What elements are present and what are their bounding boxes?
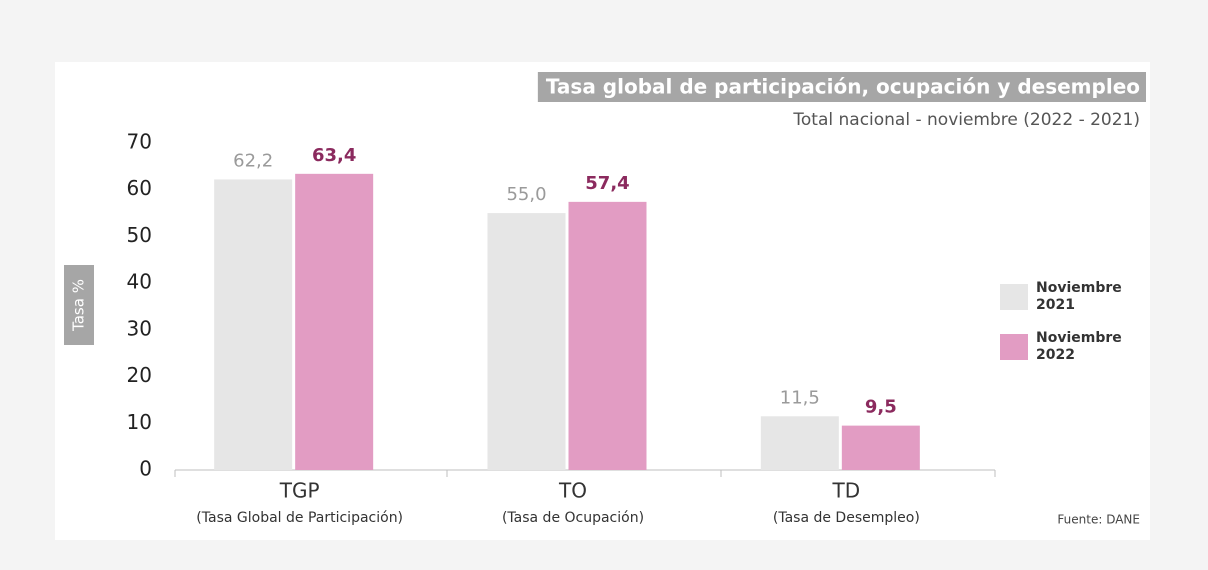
chart-title: Tasa global de participación, ocupación … [546,75,1140,99]
y-tick-label: 60 [127,176,152,200]
bar [214,179,293,471]
bar [295,173,374,470]
y-tick-label: 70 [127,130,152,154]
legend-item: Noviembre 2021 [1000,280,1150,314]
bar [841,425,920,470]
legend-label: Noviembre 2022 [1036,330,1122,363]
x-tick-description: (Tasa Global de Participación) [196,510,403,526]
y-tick-label: 20 [127,363,152,387]
legend-swatch [1000,334,1028,360]
legend-swatch [1000,284,1028,310]
legend-item: Noviembre 2022 [1000,330,1150,364]
value-label: 62,2 [233,150,273,171]
y-tick-label: 40 [127,270,152,294]
y-tick-label: 50 [127,223,152,247]
y-label-background [64,265,94,345]
value-label: 9,5 [865,397,897,418]
x-tick-description: (Tasa de Ocupación) [502,510,644,526]
value-label: 55,0 [506,184,546,205]
y-tick-label: 0 [139,457,152,481]
chart-subtitle: Total nacional - noviembre (2022 - 2021) [792,110,1140,130]
x-tick-label: TD [832,479,861,503]
bar [568,201,647,471]
x-tick-label: TGP [279,479,320,503]
value-label: 63,4 [312,145,356,166]
bar [760,416,839,470]
y-tick-label: 30 [127,316,152,340]
bar [487,213,566,471]
value-label: 11,5 [780,387,820,408]
title-background [537,72,1146,102]
value-label: 57,4 [585,173,629,194]
x-tick-description: (Tasa de Desempleo) [773,510,920,526]
y-axis-label: Tasa % [70,279,88,332]
y-tick-label: 10 [127,410,152,434]
x-tick-label: TO [558,479,587,503]
source: Fuente: DANE [1057,513,1140,527]
legend-label: Noviembre 2021 [1036,280,1122,313]
